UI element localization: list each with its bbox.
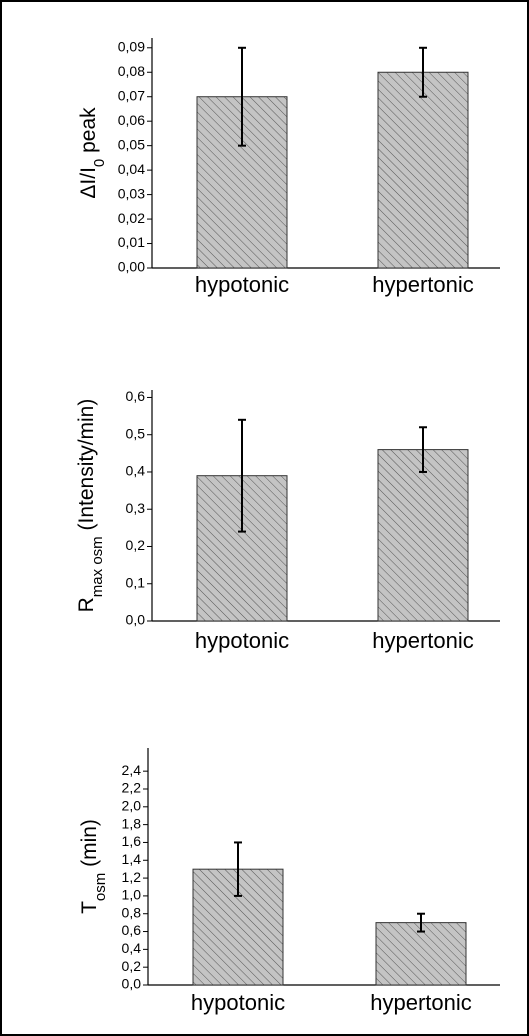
y-tick-label: 2,2	[122, 780, 142, 796]
y-axis-label-part: 0	[91, 159, 108, 167]
y-tick-label: 0,04	[118, 161, 145, 177]
error-bar	[234, 841, 242, 897]
y-tick-label: 0,07	[118, 87, 145, 103]
y-axis-label-part: (min)	[78, 819, 101, 873]
y-tick-label: 1,4	[122, 851, 142, 867]
y-tick-label: 0,6	[126, 388, 146, 404]
y-tick-label: 0,0	[126, 612, 146, 628]
y-tick-label: 0,08	[118, 63, 145, 79]
x-tick-label: hypotonic	[195, 272, 289, 297]
y-tick-label: 0,5	[126, 425, 146, 441]
error-bar	[419, 426, 427, 473]
error-bar	[238, 46, 246, 147]
y-axis-label-part: max osm	[89, 536, 106, 597]
y-tick-label: 0,4	[122, 940, 142, 956]
x-tick-label: hypotonic	[191, 990, 285, 1015]
y-tick-label: 0,01	[118, 234, 145, 250]
y-axis-label: ΔI/I0 peak	[77, 107, 108, 199]
y-tick-label: 0,06	[118, 112, 145, 128]
y-axis-label-part: T	[78, 901, 101, 914]
y-tick-label: 2,4	[122, 762, 142, 778]
y-axis-label-part: peak	[77, 107, 100, 159]
y-axis-label-part: osm	[92, 873, 109, 901]
y-tick-label: 0,2	[126, 537, 146, 553]
y-tick-label: 0,09	[118, 38, 145, 54]
y-tick-label: 0,00	[118, 259, 145, 275]
error-bar	[419, 46, 427, 98]
y-axis-label-part: ΔI/I	[77, 167, 100, 199]
bar	[375, 922, 467, 986]
y-tick-label: 1,0	[122, 887, 142, 903]
y-tick-label: 0,05	[118, 136, 145, 152]
y-tick-label: 0,1	[126, 574, 146, 590]
y-axis-label-part: (Intensity/min)	[75, 399, 98, 537]
y-tick-label: 2,0	[122, 798, 142, 814]
y-tick-label: 0,6	[122, 922, 142, 938]
y-tick-label: 0,3	[126, 500, 146, 516]
bar	[377, 449, 469, 622]
x-tick-label: hypertonic	[370, 990, 472, 1015]
error-bar	[238, 418, 246, 533]
x-tick-label: hypotonic	[195, 628, 289, 653]
y-tick-label: 0,2	[122, 958, 142, 974]
y-tick-label: 0,03	[118, 185, 145, 201]
y-axis-label: Tosm (min)	[78, 819, 109, 914]
x-tick-label: hypertonic	[372, 272, 474, 297]
y-axis-label: Rmax osm (Intensity/min)	[75, 399, 106, 613]
y-axis-label-part: R	[75, 597, 98, 612]
y-tick-label: 0,8	[122, 904, 142, 920]
y-tick-label: 0,4	[126, 463, 146, 479]
y-tick-label: 1,8	[122, 815, 142, 831]
bar	[377, 71, 469, 269]
y-tick-label: 0,02	[118, 210, 145, 226]
error-bar	[417, 912, 425, 933]
y-tick-label: 1,2	[122, 869, 142, 885]
y-tick-label: 1,6	[122, 833, 142, 849]
y-tick-label: 0,0	[122, 976, 142, 992]
x-tick-label: hypertonic	[372, 628, 474, 653]
